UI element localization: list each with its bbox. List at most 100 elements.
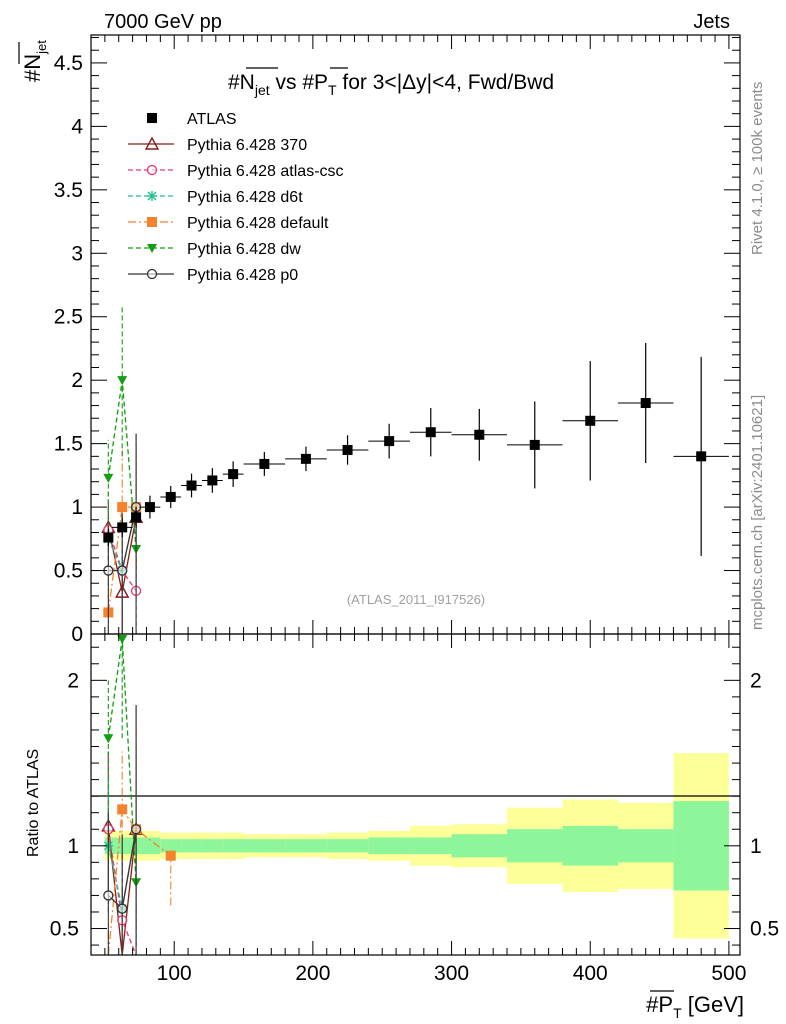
atlas-point-13 <box>474 429 485 440</box>
stat-band-4 <box>160 839 182 853</box>
stat-band-17 <box>673 801 729 891</box>
stat-band-16 <box>617 829 674 863</box>
atlas-point-11 <box>384 436 395 447</box>
ratio-y-label-left-0.5: 0.5 <box>50 918 79 941</box>
atlas-point-4 <box>165 491 176 502</box>
y-tick-label-2.5: 2.5 <box>54 306 83 329</box>
atlas-point-1 <box>117 522 128 533</box>
x-tick-label-200: 200 <box>295 962 330 985</box>
legend-label-atlas: ATLAS <box>187 111 237 128</box>
x-tick-label-100: 100 <box>157 962 192 985</box>
ratio-panel: 0.5 0.5 1 1 2 2 100 200 300 400 500 <box>50 633 779 985</box>
ratio-y-label-right-2: 2 <box>750 669 762 692</box>
title-d: T <box>328 82 337 98</box>
pythia-6-428-dw-ratio-point-0 <box>103 734 114 744</box>
stat-band-15 <box>562 825 618 866</box>
atlas-point-9 <box>300 453 311 464</box>
legend-marker-pythia-6-428-370 <box>144 136 160 150</box>
atlas-point-17 <box>696 451 707 462</box>
legend-label-pythia-6-428-atlas-csc: Pythia 6.428 atlas-csc <box>187 163 344 180</box>
pythia-6-428-dw-ratio-point-1 <box>117 634 128 644</box>
legend-label-pythia-6-428-default: Pythia 6.428 default <box>187 215 329 232</box>
legend-item-pythia-6-428-atlas-csc: Pythia 6.428 atlas-csc <box>128 163 344 180</box>
y-tick-label-1: 1 <box>71 496 83 519</box>
ratio-y-label-right-1: 1 <box>750 835 762 858</box>
main-series <box>101 306 144 634</box>
title-c: vs #P <box>270 71 328 94</box>
stat-band-8 <box>243 839 286 853</box>
y-tick-label-4: 4 <box>71 115 83 138</box>
stat-band-10 <box>326 839 369 853</box>
x-label-unit: [GeV] <box>682 992 744 1017</box>
y-label-top: #Njet <box>18 40 49 82</box>
pythia-6-428-dw-point-1 <box>117 376 128 386</box>
legend-label-pythia-6-428-p0: Pythia 6.428 p0 <box>187 267 298 284</box>
ratio-y-label-left-2: 2 <box>67 669 79 692</box>
legend-marker-pythia-6-428-d6t-stroke-3 <box>147 191 157 201</box>
pythia-6-428-p0-ratio-point-2 <box>130 824 142 835</box>
legend-item-pythia-6-428-p0: Pythia 6.428 p0 <box>128 267 298 284</box>
pythia-6-428-p0-ratio-point-0 <box>103 890 114 901</box>
ratio-y-label-left-1: 1 <box>67 835 79 858</box>
mcplots-label: mcplots.cern.ch [arXiv:2401.10621] <box>749 395 766 630</box>
atlas-point-8 <box>259 458 270 469</box>
y-label-top-base: #N <box>20 54 45 82</box>
atlas-point-10 <box>342 444 353 455</box>
legend-marker-atlas <box>147 113 157 123</box>
legend-marker-pythia-6-428-atlas-csc <box>146 164 158 176</box>
atlas-point-2 <box>131 512 142 523</box>
x-tick-label-300: 300 <box>434 962 469 985</box>
svg-text:#PT [GeV]: #PT [GeV] <box>646 992 744 1021</box>
y-tick-label-0: 0 <box>71 623 83 646</box>
pythia-6-428-dw-point-0 <box>103 473 114 483</box>
svg-text:#Njet: #Njet <box>20 40 49 82</box>
pythia-6-428-p0-point-1 <box>117 565 128 576</box>
main-data <box>103 342 729 556</box>
legend-label-pythia-6-428-dw: Pythia 6.428 dw <box>187 241 301 258</box>
atlas-point-12 <box>425 427 436 438</box>
y-label-ratio: Ratio to ATLAS <box>25 749 42 857</box>
legend-label-pythia-6-428-370: Pythia 6.428 370 <box>187 137 307 154</box>
legend-marker-pythia-6-428-p0 <box>146 268 158 280</box>
y-tick-label-1.5: 1.5 <box>54 433 83 456</box>
y-label-top-sub: jet <box>34 40 49 55</box>
pythia-6-428-default-ratio-point-3 <box>165 850 176 861</box>
ratio-y-label-right-0.5: 0.5 <box>750 918 779 941</box>
atlas-point-5 <box>186 480 197 491</box>
pythia-6-428-default-ratio-line <box>107 807 172 956</box>
ratio-bands <box>104 753 729 939</box>
legend-marker-pythia-6-428-d6t <box>147 191 157 201</box>
stat-band-14 <box>507 829 563 863</box>
x-tick-label-400: 400 <box>573 962 608 985</box>
atlas-point-3 <box>144 502 155 513</box>
x-label-sub: T <box>673 1005 682 1021</box>
legend-item-pythia-6-428-370: Pythia 6.428 370 <box>128 136 307 154</box>
atlas-point-6 <box>207 475 218 486</box>
stat-band-12 <box>409 837 452 855</box>
legend-marker-pythia-6-428-dw <box>147 244 157 253</box>
ratio-ticks: 0.5 0.5 1 1 2 2 100 200 300 400 500 <box>50 634 779 985</box>
y-tick-label-0.5: 0.5 <box>54 560 83 583</box>
legend-item-pythia-6-428-default: Pythia 6.428 default <box>128 215 329 232</box>
header-left: 7000 GeV pp <box>104 11 222 33</box>
main-ticks: 0 0.5 1 1.5 2 2.5 3 3.5 4 4.5 <box>54 35 740 646</box>
legend-item-atlas: ATLAS <box>147 111 237 128</box>
atlas-point-7 <box>228 469 239 480</box>
main-panel: 0 0.5 1 1.5 2 2.5 3 3.5 4 4.5 <box>54 34 741 646</box>
analysis-tag: (ATLAS_2011_I917526) <box>347 592 485 607</box>
stat-band-9 <box>285 839 327 853</box>
y-tick-label-3.5: 3.5 <box>54 179 83 202</box>
atlas-point-15 <box>585 415 596 426</box>
title-b: jet <box>254 82 270 98</box>
pythia-6-428-default-point-1 <box>117 502 128 513</box>
atlas-point-0 <box>103 532 114 543</box>
stat-band-11 <box>368 837 410 855</box>
x-axis-label: #PT [GeV] <box>646 990 744 1021</box>
rivet-label: Rivet 4.1.0, ≥ 100k events <box>749 82 766 255</box>
pythia-6-428-default-ratio-point-1 <box>117 804 128 815</box>
atlas-point-14 <box>529 439 540 450</box>
svg-text:#Njet vs #PT for 3<|Δy|<4, Fwd: #Njet vs #PT for 3<|Δy|<4, Fwd/Bwd <box>228 71 554 98</box>
stat-band-5 <box>181 839 202 853</box>
atlas-point-16 <box>640 398 651 409</box>
